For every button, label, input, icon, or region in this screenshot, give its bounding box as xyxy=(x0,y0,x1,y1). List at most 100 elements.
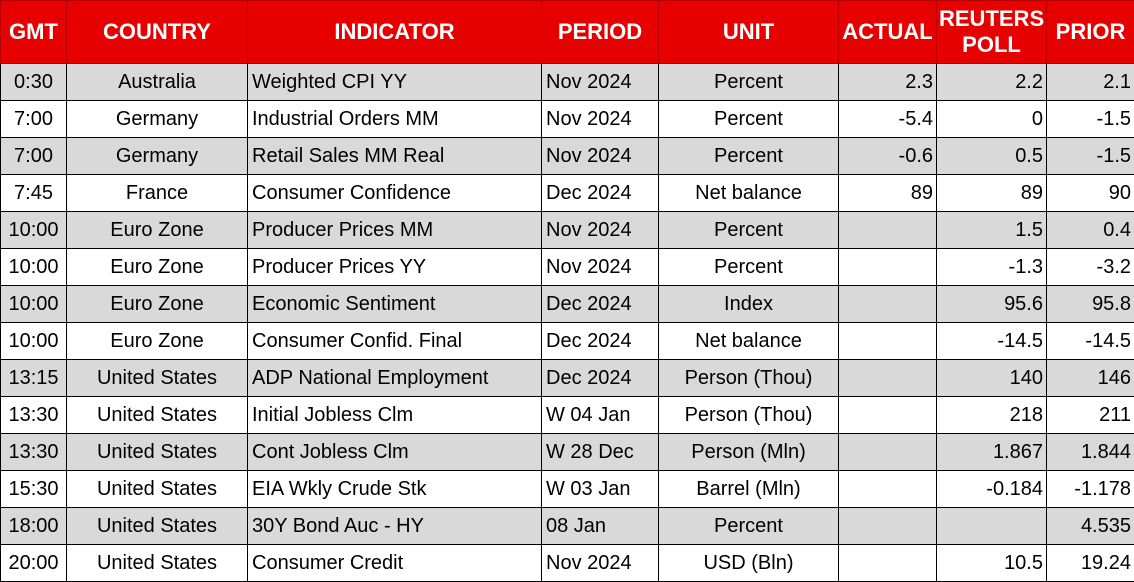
cell-reuters-poll: 1.867 xyxy=(937,434,1047,471)
cell-reuters-poll: -0.184 xyxy=(937,471,1047,508)
header-prior: PRIOR xyxy=(1047,1,1134,64)
cell-country: Euro Zone xyxy=(67,286,248,323)
cell-period: Nov 2024 xyxy=(542,249,659,286)
cell-unit: Barrel (Mln) xyxy=(659,471,839,508)
cell-unit: Person (Thou) xyxy=(659,360,839,397)
cell-indicator: Consumer Credit xyxy=(248,545,542,582)
cell-prior: 0.4 xyxy=(1047,212,1134,249)
cell-unit: Percent xyxy=(659,101,839,138)
cell-country: United States xyxy=(67,397,248,434)
cell-unit: Percent xyxy=(659,138,839,175)
cell-gmt: 10:00 xyxy=(1,323,67,360)
cell-prior: 211 xyxy=(1047,397,1134,434)
cell-gmt: 10:00 xyxy=(1,249,67,286)
cell-period: Dec 2024 xyxy=(542,175,659,212)
cell-period: Nov 2024 xyxy=(542,545,659,582)
cell-indicator: Producer Prices YY xyxy=(248,249,542,286)
cell-period: Nov 2024 xyxy=(542,64,659,101)
cell-indicator: Producer Prices MM xyxy=(248,212,542,249)
header-reuters-line2: POLL xyxy=(962,32,1021,57)
cell-unit: Percent xyxy=(659,249,839,286)
cell-prior: -1.5 xyxy=(1047,101,1134,138)
cell-indicator: Weighted CPI YY xyxy=(248,64,542,101)
cell-period: 08 Jan xyxy=(542,508,659,545)
cell-unit: USD (Bln) xyxy=(659,545,839,582)
cell-actual xyxy=(839,323,937,360)
cell-actual xyxy=(839,397,937,434)
cell-actual xyxy=(839,434,937,471)
cell-indicator: Initial Jobless Clm xyxy=(248,397,542,434)
cell-indicator: Industrial Orders MM xyxy=(248,101,542,138)
cell-gmt: 7:00 xyxy=(1,138,67,175)
cell-actual: 89 xyxy=(839,175,937,212)
cell-prior: 19.24 xyxy=(1047,545,1134,582)
cell-unit: Person (Thou) xyxy=(659,397,839,434)
cell-unit: Index xyxy=(659,286,839,323)
cell-gmt: 13:30 xyxy=(1,397,67,434)
cell-prior: 2.1 xyxy=(1047,64,1134,101)
header-country: COUNTRY xyxy=(67,1,248,64)
cell-country: United States xyxy=(67,360,248,397)
cell-unit: Percent xyxy=(659,212,839,249)
cell-country: France xyxy=(67,175,248,212)
cell-reuters-poll: 140 xyxy=(937,360,1047,397)
cell-reuters-poll: 95.6 xyxy=(937,286,1047,323)
cell-unit: Net balance xyxy=(659,175,839,212)
header-actual: ACTUAL xyxy=(839,1,937,64)
cell-reuters-poll: 218 xyxy=(937,397,1047,434)
cell-gmt: 18:00 xyxy=(1,508,67,545)
cell-unit: Percent xyxy=(659,508,839,545)
cell-actual xyxy=(839,471,937,508)
cell-country: Germany xyxy=(67,101,248,138)
cell-gmt: 10:00 xyxy=(1,286,67,323)
cell-gmt: 15:30 xyxy=(1,471,67,508)
cell-country: United States xyxy=(67,434,248,471)
cell-period: Dec 2024 xyxy=(542,286,659,323)
cell-country: Euro Zone xyxy=(67,323,248,360)
header-unit: UNIT xyxy=(659,1,839,64)
cell-prior: -1.5 xyxy=(1047,138,1134,175)
table-header: GMT COUNTRY INDICATOR PERIOD UNIT ACTUAL… xyxy=(1,1,1134,64)
cell-actual xyxy=(839,286,937,323)
cell-country: Germany xyxy=(67,138,248,175)
header-gmt: GMT xyxy=(1,1,67,64)
cell-period: Nov 2024 xyxy=(542,138,659,175)
cell-period: W 03 Jan xyxy=(542,471,659,508)
cell-actual xyxy=(839,249,937,286)
cell-reuters-poll: -1.3 xyxy=(937,249,1047,286)
cell-actual xyxy=(839,545,937,582)
cell-gmt: 20:00 xyxy=(1,545,67,582)
cell-actual: -0.6 xyxy=(839,138,937,175)
cell-gmt: 13:15 xyxy=(1,360,67,397)
cell-reuters-poll: 2.2 xyxy=(937,64,1047,101)
cell-actual: -5.4 xyxy=(839,101,937,138)
cell-period: Dec 2024 xyxy=(542,360,659,397)
cell-indicator: 30Y Bond Auc - HY xyxy=(248,508,542,545)
cell-country: United States xyxy=(67,508,248,545)
cell-actual xyxy=(839,212,937,249)
cell-country: Australia xyxy=(67,64,248,101)
cell-country: United States xyxy=(67,545,248,582)
cell-gmt: 10:00 xyxy=(1,212,67,249)
cell-country: Euro Zone xyxy=(67,249,248,286)
cell-indicator: Economic Sentiment xyxy=(248,286,542,323)
cell-prior: -3.2 xyxy=(1047,249,1134,286)
cell-indicator: Retail Sales MM Real xyxy=(248,138,542,175)
header-indicator: INDICATOR xyxy=(248,1,542,64)
cell-prior: 95.8 xyxy=(1047,286,1134,323)
cell-period: Nov 2024 xyxy=(542,212,659,249)
